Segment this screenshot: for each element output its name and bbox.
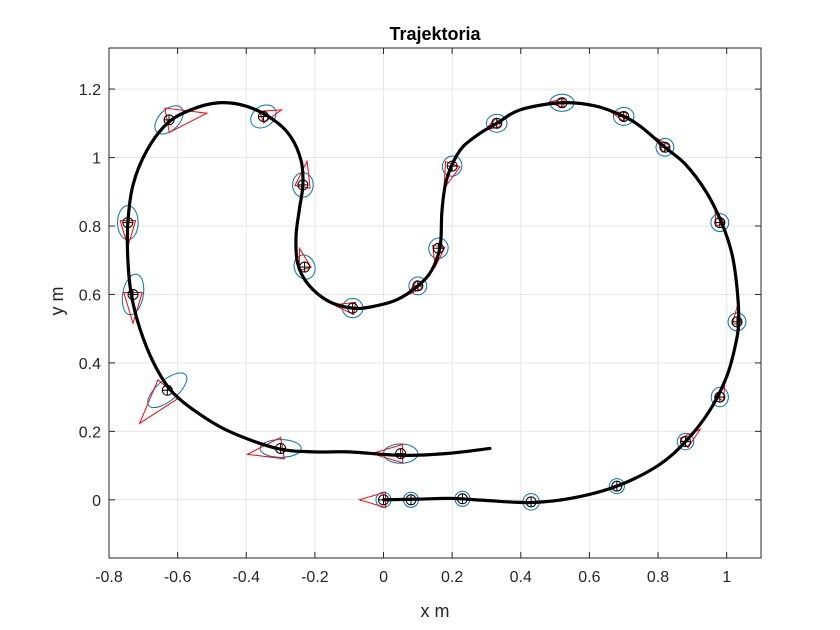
uncertainty-ellipse [655, 137, 675, 157]
axes-box [108, 47, 762, 559]
uncertainty-ellipse [612, 107, 635, 126]
y-tick-label: 0.6 [79, 287, 101, 304]
uncertainty-ellipse [121, 273, 145, 316]
chart-title: Trajektoria [389, 24, 481, 44]
axis-ticks: -0.8 -0.6 -0.4 -0.2 0 0.2 0.4 0.6 0.8 1 0 0.2 0.4 0.6… [79, 48, 761, 586]
uncertainty-ellipse [293, 254, 316, 280]
x-tick-label: 1 [722, 569, 731, 586]
y-axis-label: y m [47, 287, 67, 316]
y-tick-label: 1 [92, 151, 101, 168]
x-tick-label: 0.6 [578, 569, 600, 586]
y-tick-label: 0.8 [79, 219, 101, 236]
heading-triangle [298, 246, 312, 272]
uncertainty-ellipse [676, 432, 695, 451]
y-tick-label: 0.2 [79, 424, 101, 441]
x-tick-label: -0.8 [95, 569, 123, 586]
uncertainty-ellipse [608, 478, 625, 495]
uncertainty-ellipse [250, 104, 277, 129]
x-tick-label: 0.4 [510, 569, 532, 586]
x-tick-label: -0.4 [232, 569, 260, 586]
x-tick-label: 0 [379, 569, 388, 586]
x-tick-label: 0.8 [647, 569, 669, 586]
plot-area-border [108, 47, 762, 559]
x-tick-label: -0.6 [164, 569, 192, 586]
position-markers [122, 97, 743, 508]
grid [108, 48, 761, 558]
y-tick-label: 0.4 [79, 356, 101, 373]
x-tick-label: 0.2 [441, 569, 463, 586]
uncertainty-ellipse [154, 105, 184, 135]
uncertainty-ellipse [710, 213, 730, 232]
heading-triangle [258, 109, 284, 124]
uncertainty-ellipse [408, 276, 428, 296]
uncertainty-ellipse [710, 387, 729, 408]
uncertainty-ellipse [485, 113, 508, 133]
x-axis-label: x m [421, 601, 450, 621]
x-tick-label: -0.2 [301, 569, 329, 586]
y-tick-label: 0 [92, 493, 101, 510]
y-tick-label: 1.2 [79, 82, 101, 99]
